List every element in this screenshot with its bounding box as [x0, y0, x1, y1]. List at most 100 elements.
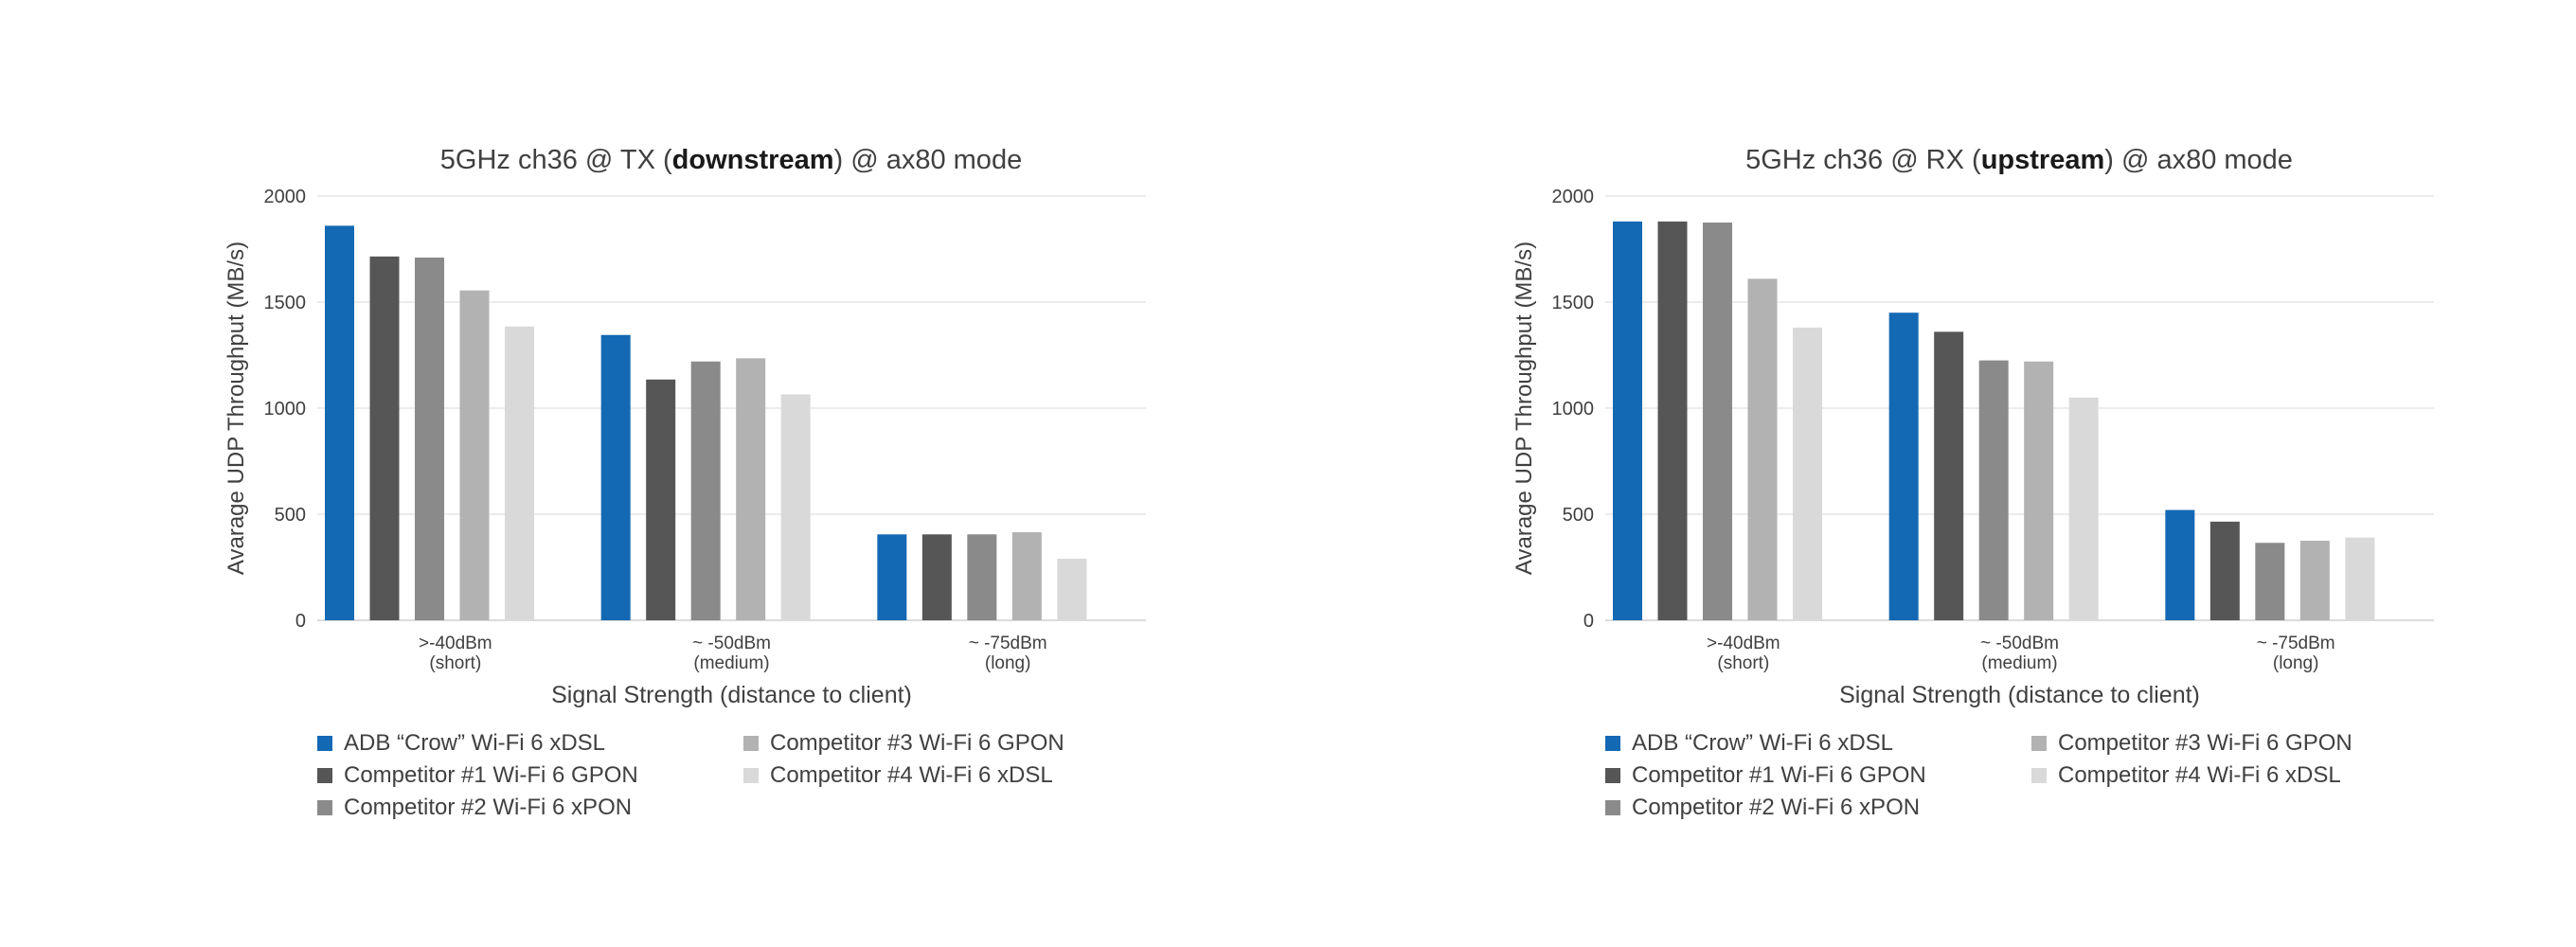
bar — [2299, 541, 2330, 620]
legend-label: Competitor #1 Wi-Fi 6 GPON — [344, 762, 638, 788]
bar — [736, 358, 766, 620]
y-axis-label: Avarage UDP Throughput (MB/s) — [1512, 241, 1537, 575]
bar — [2345, 537, 2375, 620]
x-axis-label: Signal Strength (distance to client) — [551, 682, 912, 708]
bar — [505, 326, 534, 620]
bar — [415, 257, 444, 620]
chart-tx-downstream: 0 500 1000 1500 2000 5GHz ch36 @ TX (downstre… — [224, 145, 1170, 833]
y-tick-label: 1000 — [264, 399, 307, 420]
bar — [2165, 509, 2195, 620]
y-tick-label: 1500 — [1552, 293, 1595, 313]
bar — [921, 534, 952, 620]
legend-item: ADB “Crow” Wi-Fi 6 xDSL — [1605, 729, 1893, 758]
bar — [690, 361, 721, 620]
chart-title: 5GHz ch36 @ RX (upstream) @ ax80 mode — [1745, 145, 2293, 175]
bar — [1613, 221, 1642, 620]
y-tick-label: 1500 — [264, 293, 307, 313]
legend: ADB “Crow” Wi-Fi 6 xDSL Competitor #1 Wi-… — [1605, 729, 2458, 833]
legend-item: ADB “Crow” Wi-Fi 6 xDSL — [317, 729, 605, 758]
y-axis-label: Avarage UDP Throughput (MB/s) — [224, 241, 249, 575]
bar — [1057, 559, 1087, 620]
chart-title-part: ) @ ax80 mode — [2104, 145, 2293, 175]
legend-label: ADB “Crow” Wi-Fi 6 xDSL — [1632, 730, 1894, 756]
chart-title-part: 5GHz ch36 @ RX ( — [1745, 145, 1981, 175]
x-tick-label: ~ -75dBm — [969, 634, 1047, 653]
legend-item: Competitor #1 Wi-Fi 6 GPON — [1605, 761, 1926, 790]
y-tick-label: 500 — [275, 505, 306, 526]
chart-title-part: upstream — [1981, 145, 2105, 175]
legend-item: Competitor #2 Wi-Fi 6 xPON — [317, 794, 632, 822]
legend-item: Competitor #1 Wi-Fi 6 GPON — [317, 761, 638, 790]
bar — [1703, 223, 1732, 620]
legend-swatch — [1605, 736, 1620, 751]
legend-swatch — [743, 736, 759, 751]
bar — [369, 256, 400, 620]
x-tick-label: >-40dBm — [1707, 634, 1780, 653]
bar — [459, 290, 490, 620]
bar — [2209, 521, 2240, 620]
y-tick-label: 0 — [1583, 611, 1594, 632]
legend-label: Competitor #4 Wi-Fi 6 xDSL — [2058, 762, 2341, 788]
bar — [1657, 221, 1688, 620]
chart-svg: 0 500 1000 1500 2000 5GHz ch36 @ TX (downstre… — [224, 145, 1146, 708]
x-tick-label: (medium) — [1981, 653, 2057, 673]
legend-swatch — [317, 800, 332, 815]
legend-label: Competitor #2 Wi-Fi 6 xPON — [1632, 795, 1921, 820]
bar — [967, 534, 997, 620]
chart-title-part: downstream — [672, 145, 834, 175]
legend-label: Competitor #3 Wi-Fi 6 GPON — [770, 730, 1064, 756]
legend-swatch — [2031, 768, 2047, 783]
bar — [2024, 361, 2054, 620]
legend-item: Competitor #3 Wi-Fi 6 GPON — [743, 729, 1064, 758]
bar — [780, 394, 811, 620]
chart-svg: 0 500 1000 1500 2000 5GHz ch36 @ RX (upstream… — [1512, 145, 2434, 708]
legend-swatch — [2031, 736, 2047, 751]
chart-title-part: ) @ ax80 mode — [834, 145, 1023, 175]
legend-item: Competitor #3 Wi-Fi 6 GPON — [2031, 729, 2352, 758]
bar — [1011, 532, 1042, 620]
x-tick-label: ~ -50dBm — [692, 634, 771, 653]
legend-label: Competitor #1 Wi-Fi 6 GPON — [1632, 762, 1926, 788]
x-tick-label: ~ -50dBm — [1980, 634, 2059, 653]
legend-item: Competitor #4 Wi-Fi 6 xDSL — [743, 761, 1053, 790]
bar — [1793, 327, 1822, 620]
chart-title-part: 5GHz ch36 @ TX ( — [440, 145, 672, 175]
legend-swatch — [317, 736, 332, 751]
legend: ADB “Crow” Wi-Fi 6 xDSL Competitor #1 Wi-… — [317, 729, 1170, 833]
legend-label: Competitor #4 Wi-Fi 6 xDSL — [770, 762, 1053, 788]
x-tick-label: (long) — [2273, 653, 2319, 673]
bar — [1978, 360, 2009, 620]
y-tick-label: 2000 — [264, 187, 307, 207]
chart-title: 5GHz ch36 @ TX (downstream) @ ax80 mode — [440, 145, 1022, 175]
x-tick-label: (long) — [985, 653, 1031, 673]
legend-label: Competitor #2 Wi-Fi 6 xPON — [344, 795, 633, 820]
bar — [2068, 397, 2099, 620]
legend-swatch — [317, 768, 332, 783]
y-tick-label: 0 — [295, 611, 306, 632]
bar — [1934, 331, 1964, 620]
x-tick-label: ~ -75dBm — [2257, 634, 2335, 653]
bar — [325, 225, 354, 621]
legend-item: Competitor #4 Wi-Fi 6 xDSL — [2031, 761, 2341, 790]
legend-item: Competitor #2 Wi-Fi 6 xPON — [1605, 794, 1920, 822]
bar — [2255, 543, 2285, 620]
bar — [600, 334, 631, 620]
legend-swatch — [743, 768, 759, 783]
legend-label: Competitor #3 Wi-Fi 6 GPON — [2058, 730, 2352, 756]
bar — [877, 534, 907, 620]
y-tick-label: 2000 — [1552, 187, 1595, 207]
bar — [1888, 313, 1919, 620]
y-tick-label: 500 — [1563, 505, 1594, 526]
bar — [1747, 278, 1778, 620]
legend-swatch — [1605, 768, 1620, 783]
y-tick-label: 1000 — [1552, 399, 1595, 420]
legend-label: ADB “Crow” Wi-Fi 6 xDSL — [344, 730, 606, 756]
x-tick-label: (medium) — [693, 653, 769, 673]
chart-rx-upstream: 0 500 1000 1500 2000 5GHz ch36 @ RX (upstream… — [1288, 0, 2576, 947]
x-tick-label: >-40dBm — [419, 634, 492, 653]
bar — [646, 379, 676, 620]
x-tick-label: (short) — [1717, 653, 1769, 673]
x-tick-label: (short) — [429, 653, 481, 673]
legend-swatch — [1605, 800, 1620, 815]
x-axis-label: Signal Strength (distance to client) — [1839, 682, 2200, 708]
